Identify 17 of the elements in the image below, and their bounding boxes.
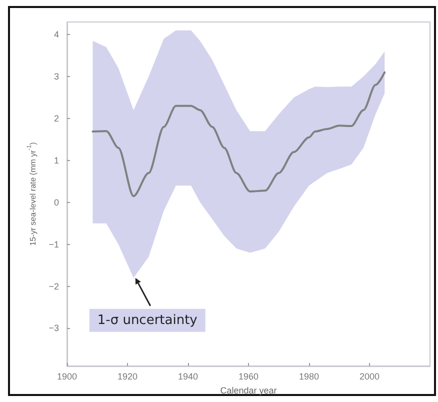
x-tick-label: 2000 [359,372,380,382]
y-tick-label: 1 [54,155,59,166]
y-tick-label: 0 [54,197,59,208]
line-series [92,71,386,198]
y-tick-label: −3 [48,323,59,334]
annotation: 1-σ uncertainty [97,312,198,328]
x-tick-label: 1960 [238,372,259,382]
y-tick-label: −2 [48,281,59,292]
x-tick-label: 1980 [298,372,320,382]
y-tick-label: 3 [54,72,59,82]
y-tick-label: −1 [48,239,59,250]
y-tick-label: 4 [54,30,59,40]
x-tick-label: 1900 [56,372,78,382]
x-tick-label: 1920 [117,372,138,382]
x-tick-label: 1940 [178,372,198,382]
y-tick-label: 2 [54,113,59,124]
x-axis-title: Calendar year [220,385,277,396]
